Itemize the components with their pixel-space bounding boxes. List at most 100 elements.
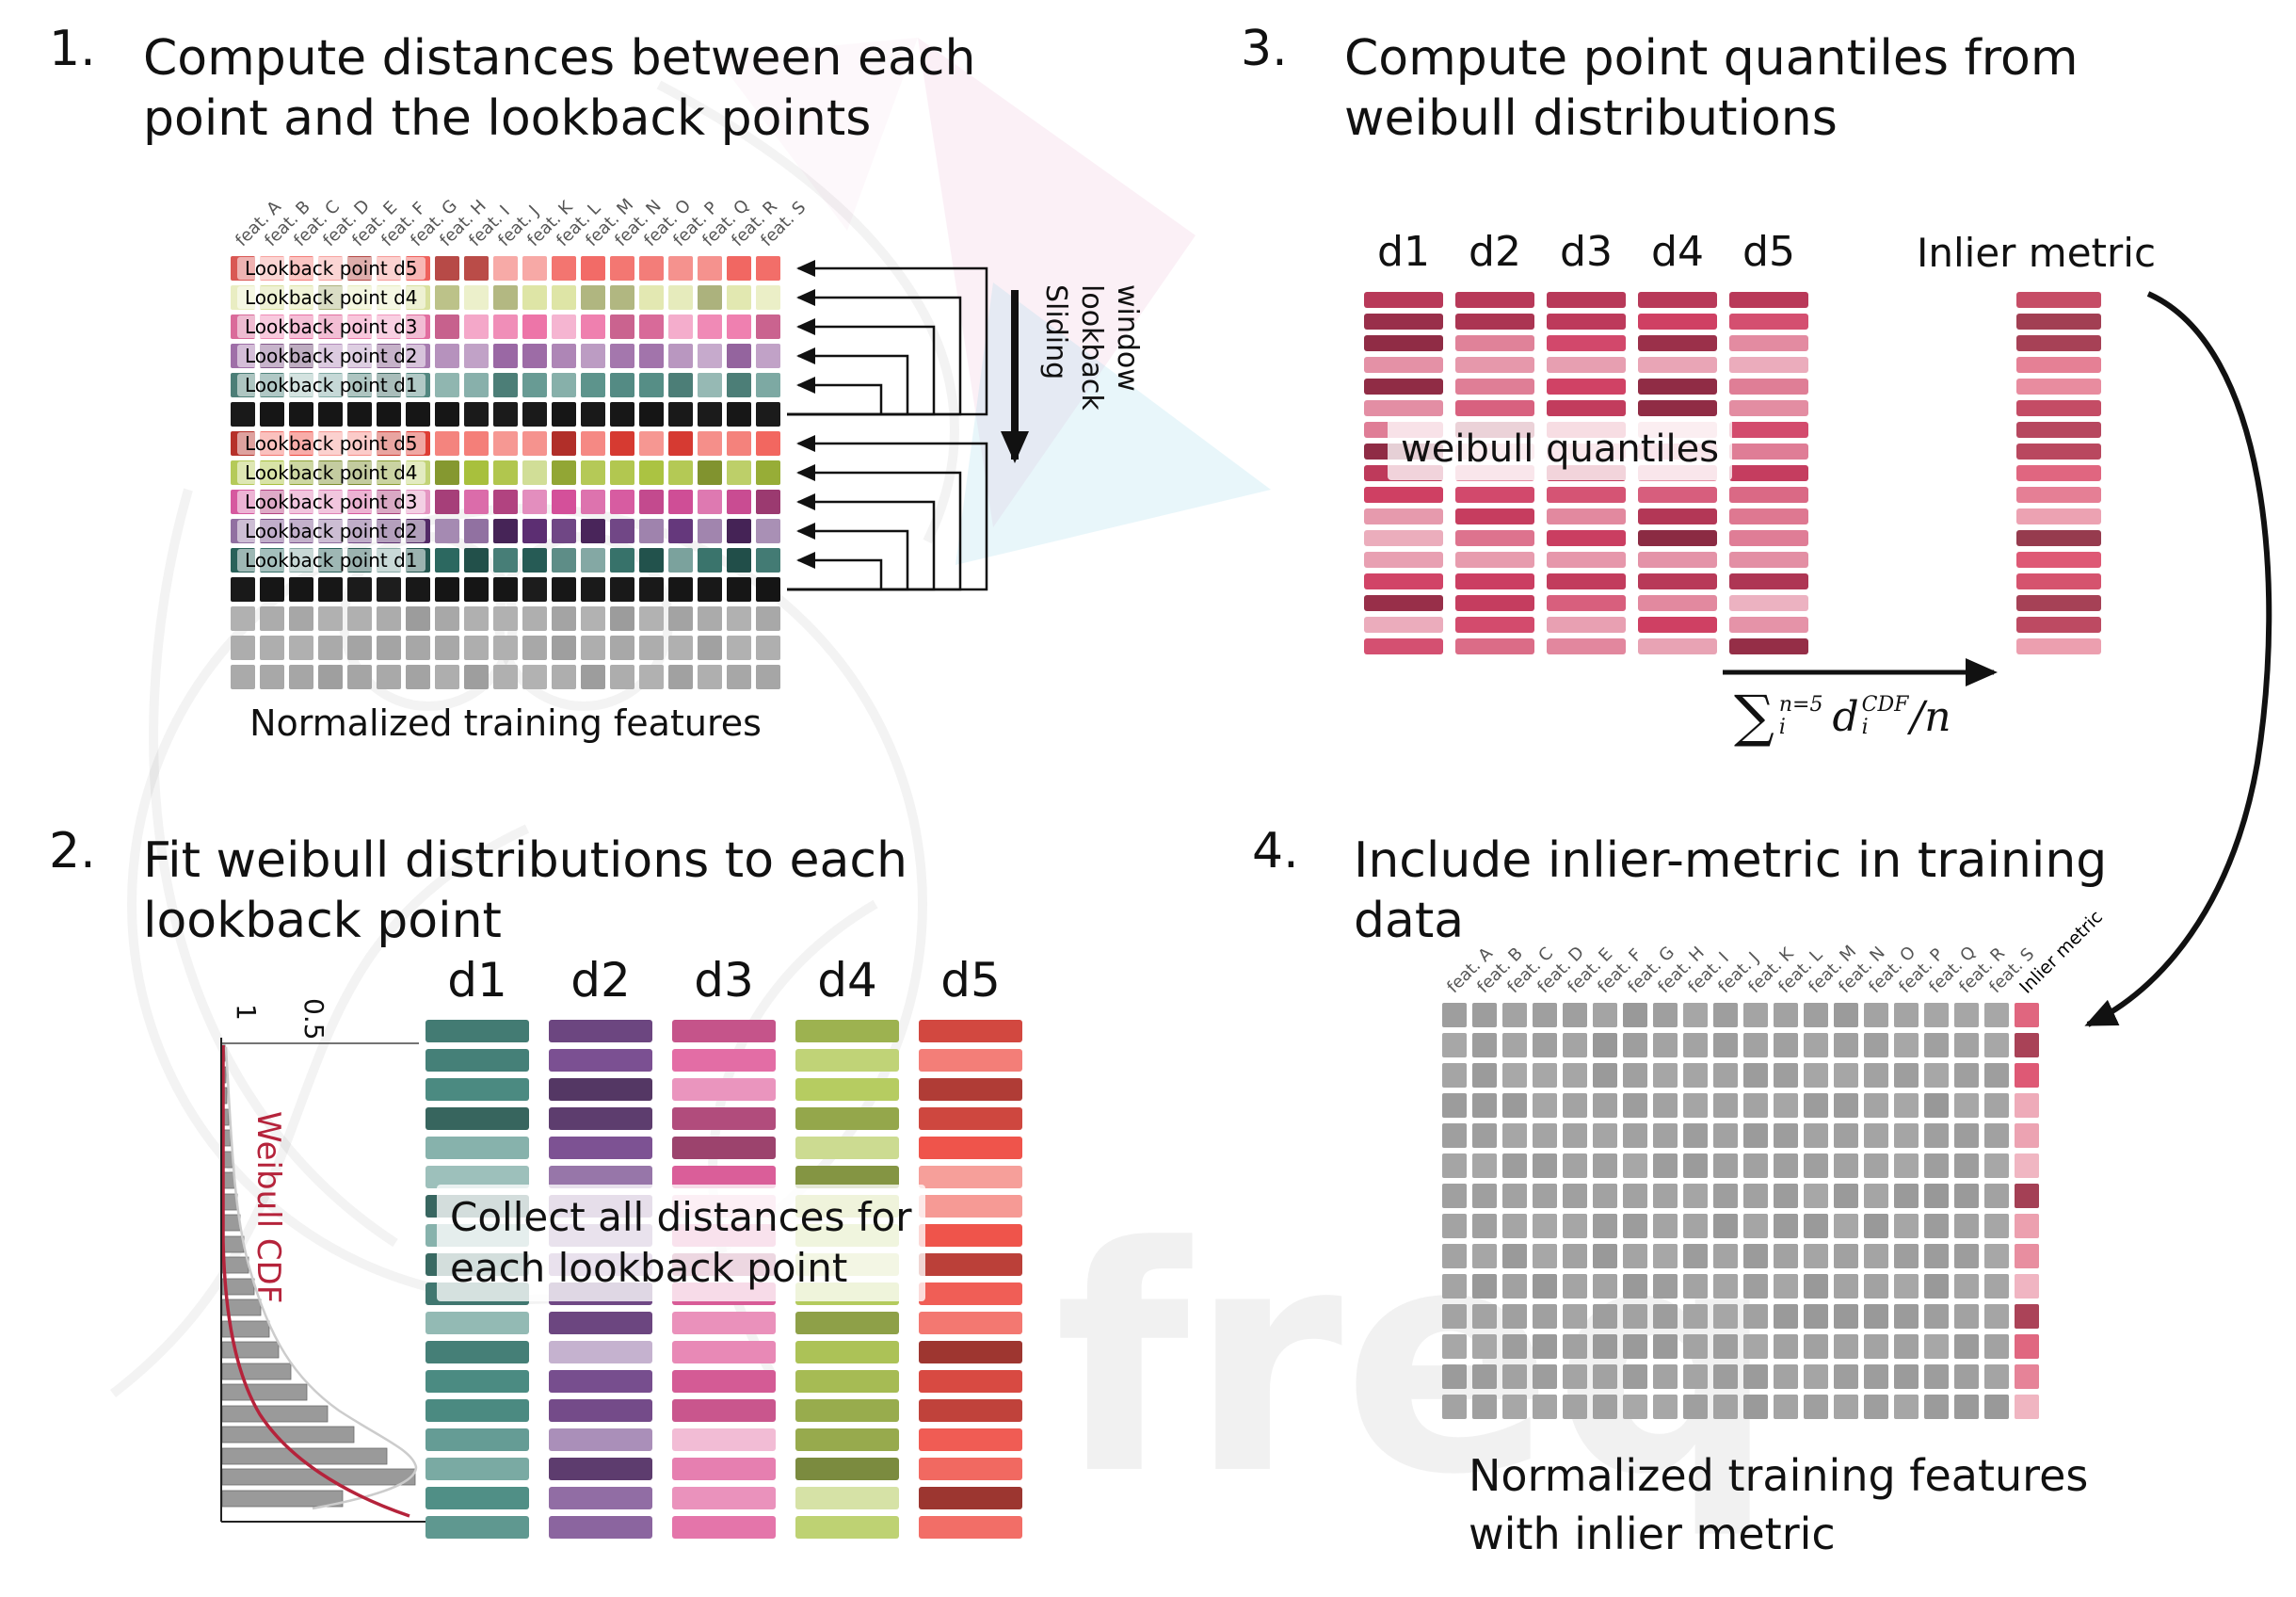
feature-cell [1713,1033,1738,1057]
feature-cell [1593,1184,1617,1208]
feature-cell [522,665,547,689]
panel-2-title: Fit weibull distributions to each lookba… [143,831,907,951]
sum-limits: n=5 i [1779,694,1823,739]
feature-cell [318,665,343,689]
feature-cell [1713,1304,1738,1329]
inlier-metric-cell [2015,1063,2039,1088]
feature-cell [1984,1244,2009,1268]
feature-cell [610,636,634,660]
feature-cell [610,315,634,339]
distance-bar [1729,638,1808,654]
feature-cell [610,373,634,397]
distance-bar [2016,638,2101,654]
feature-cell [756,577,780,602]
lookback-row-label: Lookback point d5 [237,432,425,455]
feature-cell [1924,1184,1949,1208]
feature-cell [1984,1364,2009,1389]
feature-cell [552,256,576,281]
feature-cell [1804,1304,1828,1329]
feature-cell [1683,1334,1708,1359]
feature-cell [1593,1003,1617,1027]
feature-cell [1743,1395,1768,1419]
feature-cell [493,548,518,573]
distance-bar [549,1107,652,1130]
histogram-bar [221,1426,355,1444]
feature-cell [727,519,751,543]
feature-cell [698,636,722,660]
distance-bar [1364,638,1443,654]
feature-cell [493,431,518,456]
feature-cell [260,665,284,689]
feature-cell [1623,1093,1647,1118]
feature-cell [639,548,664,573]
distance-bar [2016,400,2101,416]
distance-bar [1455,638,1534,654]
distance-bar [1729,465,1808,481]
feature-cell [1623,1123,1647,1148]
distance-bar [1455,595,1534,611]
distance-bar [549,1487,652,1509]
distance-bar [1364,508,1443,524]
distance-bar [425,1487,529,1509]
feature-cell [1834,1244,1858,1268]
feature-cell [1894,1244,1919,1268]
feature-cell [1894,1364,1919,1389]
feature-cell [1502,1214,1527,1238]
feature-cell [639,519,664,543]
feature-cell [756,344,780,368]
feature-cell [1924,1153,1949,1178]
feature-cell [1924,1003,1949,1027]
histogram-bar [221,1383,308,1401]
lookback-row-label: Lookback point d2 [237,520,425,542]
feature-cell [552,577,576,602]
feature-cell [698,315,722,339]
histogram-bar [221,1214,241,1232]
feature-cell [639,402,664,427]
feature-cell [727,256,751,281]
feature-cell [1924,1214,1949,1238]
feature-cell [1593,1063,1617,1088]
feature-cell [668,373,693,397]
feature-cell [581,490,605,514]
distance-bar [1364,335,1443,351]
distance-bar [425,1428,529,1451]
feature-cell [581,636,605,660]
feature-cell [727,344,751,368]
feature-cell [493,373,518,397]
lookback-row-label: Lookback point d3 [237,315,425,338]
feature-cell [289,577,313,602]
inlier-metric-label: Inlier metric [1917,230,2157,276]
feature-cell [668,344,693,368]
feature-cell [668,548,693,573]
distance-bar [919,1487,1022,1509]
distance-bar [672,1516,776,1539]
distance-bar [1364,617,1443,633]
distance-bar [1547,552,1626,568]
feature-cell [347,636,372,660]
feature-cell [552,285,576,310]
feature-cell [1623,1244,1647,1268]
distance-bar [1729,595,1808,611]
feature-cell [1683,1063,1708,1088]
feature-cell [522,460,547,485]
feature-cell [231,402,255,427]
distance-bar [919,1166,1022,1188]
feature-cell [1533,1093,1557,1118]
feature-cell [260,402,284,427]
feature-cell [464,373,489,397]
feature-cell [1502,1003,1527,1027]
inlier-metric-cell [2015,1395,2039,1419]
feature-cell [1774,1304,1798,1329]
distance-bar [1638,335,1717,351]
feature-cell [581,285,605,310]
feature-cell [1954,1093,1979,1118]
distance-bar [1364,400,1443,416]
feature-cell [1563,1244,1587,1268]
feature-cell [581,373,605,397]
feature-cell [1472,1093,1497,1118]
feature-cell [1502,1304,1527,1329]
feature-cell [1894,1063,1919,1088]
feature-cell [727,490,751,514]
feature-cell [1502,1364,1527,1389]
feature-cell [1894,1304,1919,1329]
